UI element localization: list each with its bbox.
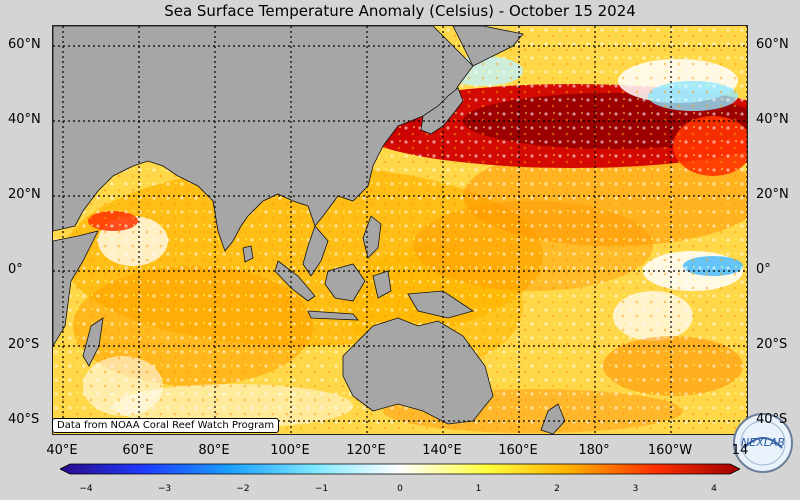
sst-anomaly-map <box>52 25 748 435</box>
lat-label-left: 40°N <box>8 112 41 127</box>
lon-label: 120°E <box>346 443 386 458</box>
graticule <box>53 26 747 434</box>
lon-label: 40°E <box>46 443 78 458</box>
lat-label-right: 20°N <box>756 187 789 202</box>
lat-label-left: 40°S <box>8 412 40 427</box>
lat-label-left: 20°N <box>8 187 41 202</box>
lon-label: 180° <box>578 443 610 458</box>
lat-label-left: 0° <box>8 262 23 277</box>
lat-label-right: 20°S <box>756 337 788 352</box>
map-title: Sea Surface Temperature Anomaly (Celsius… <box>164 2 636 20</box>
nexlab-logo: NEXLAB <box>733 413 793 473</box>
lon-label: 160°E <box>498 443 538 458</box>
colorbar-tick-label: 1 <box>475 484 482 494</box>
colorbar <box>60 463 740 475</box>
colorbar-tick-label: 4 <box>711 484 717 494</box>
lat-label-right: 40°N <box>756 112 789 127</box>
lat-label-right: 0° <box>756 262 771 277</box>
colorbar-tick-label: −3 <box>157 484 172 494</box>
lon-label: 60°E <box>122 443 154 458</box>
colorbar-tick-label: 3 <box>632 484 639 494</box>
colorbar-tick-label: −1 <box>314 484 329 494</box>
logo-text: NEXLAB <box>741 436 785 449</box>
colorbar-tick-label: −4 <box>79 484 93 494</box>
colorbar-tick-label: 2 <box>554 484 560 494</box>
lon-label: 140°E <box>422 443 462 458</box>
colorbar-body <box>60 463 740 475</box>
lon-label: 100°E <box>270 443 310 458</box>
colorbar-tick-label: 0 <box>397 484 403 494</box>
lat-label-left: 20°S <box>8 337 40 352</box>
colorbar-tick-label: −2 <box>236 484 250 494</box>
lat-label-right: 60°N <box>756 37 789 52</box>
lon-label: 160°W <box>647 443 693 458</box>
lon-label: 14 <box>731 443 749 458</box>
lat-label-left: 60°N <box>8 37 41 52</box>
lat-label-right: 40°S <box>756 412 788 427</box>
data-credit-box: Data from NOAA Coral Reef Watch Program <box>52 418 280 433</box>
lon-label: 80°E <box>198 443 230 458</box>
